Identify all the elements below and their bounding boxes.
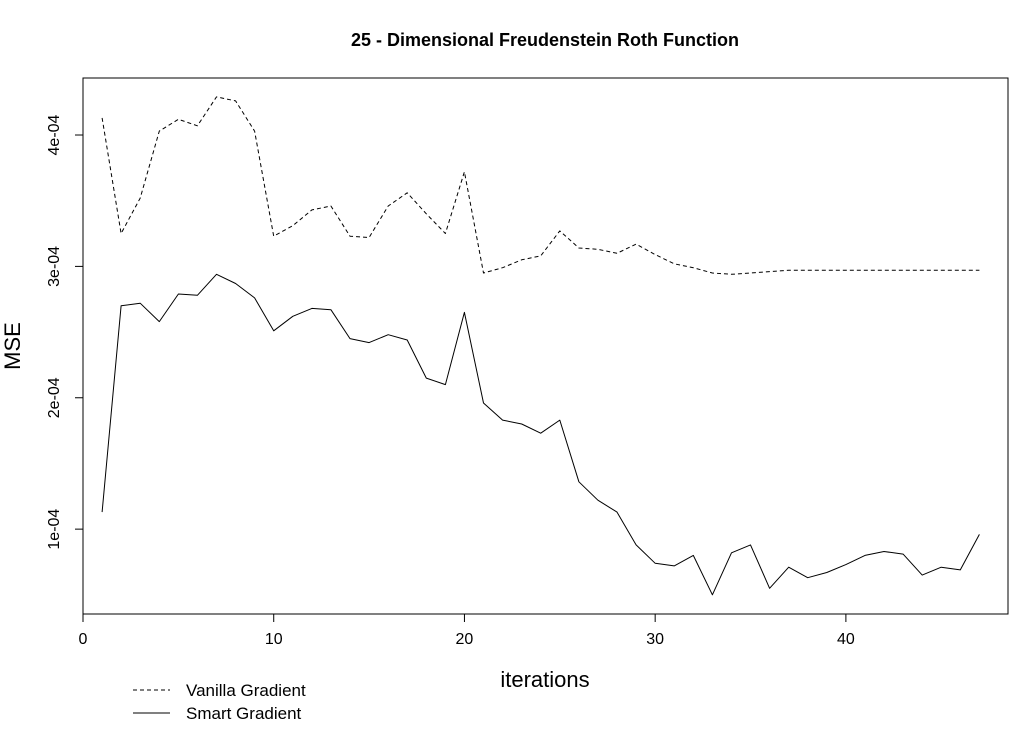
series-line-vanilla-gradient [101,96,980,275]
y-axis-label: MSE [0,322,25,370]
x-tick-label: 10 [265,631,283,648]
y-tick-label: 4e-04 [46,114,63,155]
series-layer [101,96,980,596]
x-tick-label: 20 [456,631,474,648]
x-axis: 0 10 20 30 40 [79,613,855,648]
y-tick-label: 3e-04 [46,246,63,287]
x-tick-label: 40 [837,631,855,648]
legend: Vanilla Gradient Smart Gradient [133,681,306,723]
series-line-smart-gradient [101,273,980,596]
y-tick-label: 2e-04 [46,377,63,418]
x-tick-label: 0 [79,631,88,648]
y-tick-label: 1e-04 [46,509,63,550]
y-axis: 1e-04 2e-04 3e-04 4e-04 [46,114,84,550]
x-axis-label: iterations [500,667,589,692]
chart-title: 25 - Dimensional Freudenstein Roth Funct… [351,30,739,50]
legend-label: Smart Gradient [186,704,302,723]
plot-frame [82,77,1009,615]
x-tick-label: 30 [646,631,664,648]
legend-label: Vanilla Gradient [186,681,306,700]
